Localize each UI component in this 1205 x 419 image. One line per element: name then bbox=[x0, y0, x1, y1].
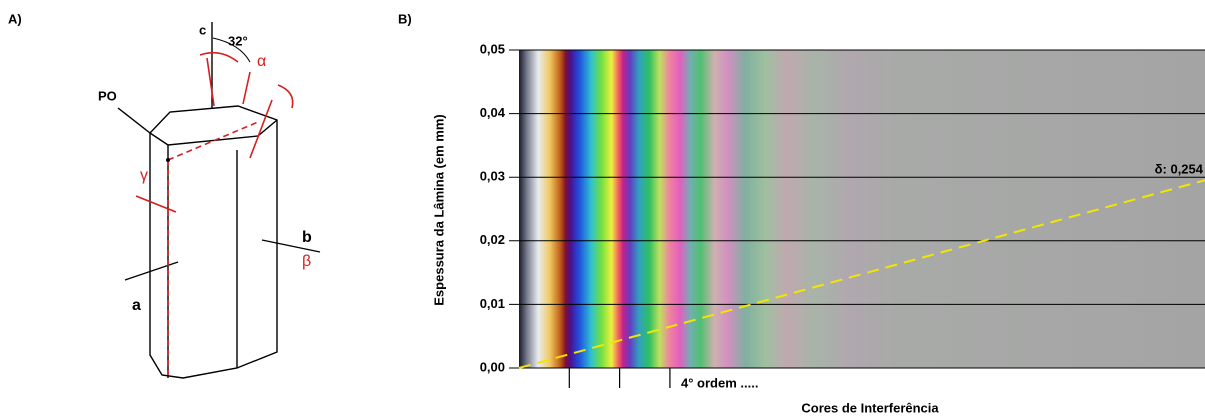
beta-label: β bbox=[302, 253, 311, 270]
x-axis-label: Cores de Interferência bbox=[801, 400, 939, 415]
y-tick-label: 0,05 bbox=[480, 41, 505, 56]
po-label: PO bbox=[98, 88, 117, 103]
line-label: δ: 0,254 bbox=[1155, 162, 1204, 177]
color-chart bbox=[519, 50, 1205, 368]
y-tick-label: 0,04 bbox=[480, 105, 506, 120]
crystal bbox=[117, 22, 321, 379]
y-tick-label: 0,03 bbox=[480, 169, 505, 184]
y-tick-label: 0,01 bbox=[480, 296, 505, 311]
axis-label: a bbox=[132, 297, 141, 314]
y-tick-label: 0,00 bbox=[480, 359, 505, 374]
axis-label: b bbox=[302, 229, 312, 246]
birefringence-line bbox=[518, 179, 1205, 369]
angle-label: 32° bbox=[228, 33, 248, 48]
axis-label: c bbox=[199, 22, 206, 37]
y-tick-label: 0,02 bbox=[480, 232, 505, 247]
panel-label: A) bbox=[8, 11, 22, 26]
alpha-label: α bbox=[257, 53, 266, 70]
y-axis-label: Espessura da Lâmina (em mm) bbox=[431, 114, 446, 305]
annotation: 4° ordem ..... bbox=[681, 375, 758, 390]
panel-label: B) bbox=[398, 11, 412, 26]
gamma-label: γ bbox=[140, 167, 148, 184]
